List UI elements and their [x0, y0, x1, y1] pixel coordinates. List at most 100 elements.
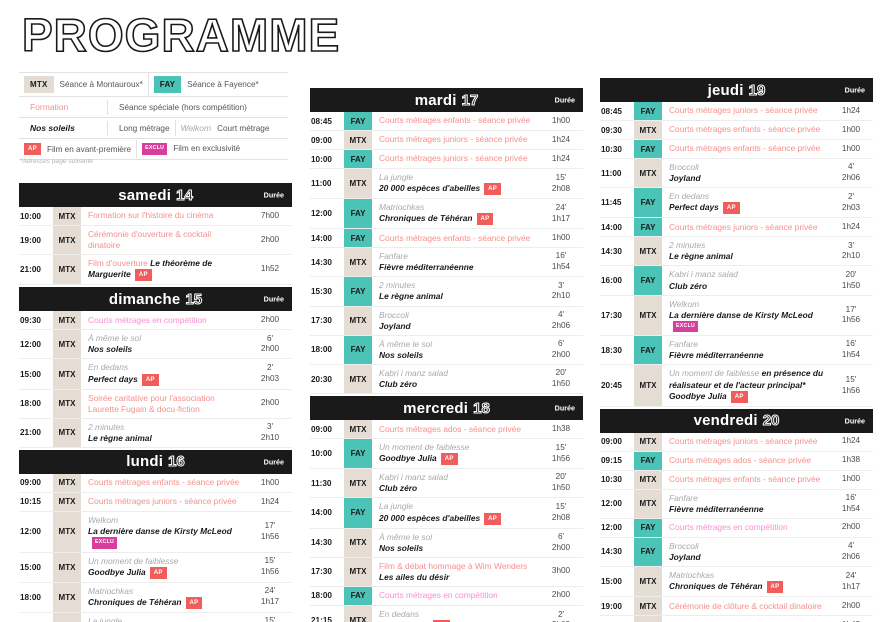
title-text: Broccoli — [669, 162, 699, 172]
session-duration: 1h24 — [248, 493, 292, 511]
session-venue: FAY — [344, 277, 372, 306]
duration-value: 2h00 — [841, 522, 861, 532]
duration-value: 1h54 — [841, 503, 861, 513]
title-text: Courts métrages en compétition — [379, 590, 498, 601]
session-venue: MTX — [53, 612, 81, 622]
badge-ap-icon: AP — [432, 619, 450, 622]
duration-value: 16' — [845, 339, 857, 349]
duration-value: 1h56 — [260, 567, 280, 577]
schedule-row[interactable]: 20:30 MTX Kabri i manz salad Club zéro 20' 1h… — [310, 364, 583, 395]
session-title-line: Broccoli — [379, 310, 534, 321]
schedule-row[interactable]: 09:00 MTX Courts métrages enfants - séance… — [19, 473, 292, 493]
schedule-row[interactable]: 10:30 MTX Courts métrages enfants - séance… — [600, 470, 873, 490]
session-title-line: La jungle — [379, 501, 534, 512]
session-venue: MTX — [53, 359, 81, 389]
schedule-row[interactable]: 15:00 MTX En dedans Perfect days AP 2' 2h03 — [19, 359, 292, 390]
schedule-row[interactable]: 12:00 FAY Courts métrages en compétition 2h… — [600, 518, 873, 538]
schedule-row[interactable]: 18:00 MTX Soirée caritative pour l'associa… — [19, 389, 292, 419]
session-titles: Kabri i manz salad Club zéro — [372, 469, 539, 497]
schedule-row[interactable]: 21:00 MTX Film d'ouverture Le théorème de … — [19, 255, 292, 286]
duration-value: 20' — [845, 269, 857, 279]
duration-value: 1h00 — [551, 115, 571, 125]
legend-text: Séance à Fayence* — [187, 80, 259, 89]
title-text: Le règne animal — [669, 251, 733, 262]
schedule-row[interactable]: 14:00 FAY Courts métrages enfants - séance… — [310, 229, 583, 249]
schedule-row[interactable]: 18:00 FAY Courts métrages en compétition 2h… — [310, 586, 583, 606]
schedule-row[interactable]: 10:00 FAY Un moment de faiblesse Goodbye Ju… — [310, 439, 583, 470]
schedule-row[interactable]: 14:30 FAY Broccoli Joyland 4' 2h06 — [600, 537, 873, 567]
schedule-row[interactable]: 11:00 MTX Broccoli Joyland 4' 2h06 — [600, 159, 873, 189]
schedule-row[interactable]: 09:15 FAY Courts métrages ados - séance pr… — [600, 451, 873, 471]
schedule-row[interactable]: 09:30 MTX Courts métrages enfants - séance… — [600, 121, 873, 140]
schedule-row[interactable]: 10:30 FAY Courts métrages enfants - séance… — [600, 140, 873, 159]
session-title-line: Goodbye Julia AP — [88, 566, 243, 579]
schedule-row[interactable]: 09:00 MTX Courts métrages juniors - séance… — [600, 432, 873, 452]
session-venue: MTX — [53, 492, 81, 511]
session-duration: 2'2h03 — [248, 359, 292, 388]
session-title-line: Courts métrages ados - séance privée — [379, 424, 534, 435]
schedule-row[interactable]: 14:30 MTX À même le sol Nos soleils 6' 2h00 — [310, 528, 583, 558]
schedule-row[interactable]: 19:00 MTX Cérémonie de clôture & cocktail … — [600, 597, 873, 617]
schedule-row[interactable]: 14:00 FAY Courts métrages juniors - séance… — [600, 218, 873, 238]
schedule-row[interactable]: 09:00 MTX Courts métrages juniors - séance… — [310, 131, 583, 150]
schedule-row[interactable]: 12:00 MTX Welkom La dernière danse de Kirst… — [19, 511, 292, 553]
schedule-row[interactable]: 15:00 MTX Un moment de faiblesse Goodbye Ju… — [19, 552, 292, 583]
session-titles: Courts métrages enfants - séance privée — [372, 229, 539, 247]
session-venue: MTX — [344, 169, 372, 199]
legend-cell: Long métrage — [107, 120, 175, 136]
schedule-row[interactable]: 18:30 FAY Fanfare Fièvre méditerranéenne 16'… — [600, 336, 873, 366]
schedule-row[interactable]: 11:30 MTX Kabri i manz salad Club zéro 20' 1h… — [310, 469, 583, 499]
session-venue: FAY — [344, 112, 372, 130]
schedule-row[interactable]: 12:00 MTX À même le sol Nos soleils 6' 2h00 — [19, 330, 292, 360]
schedule-row[interactable]: 09:30 MTX Courts métrages en compétition 2h… — [19, 311, 292, 331]
schedule-row[interactable]: 15:30 FAY 2 minutes Le règne animal 3' 2h10 — [310, 277, 583, 307]
schedule-row[interactable]: 19:00 MTX Cérémonie d'ouverture & cocktail… — [19, 226, 292, 256]
duration-value: 1h00 — [260, 477, 280, 487]
schedule-row[interactable]: 10:00 MTX Formation sur l'histoire du ciné… — [19, 207, 292, 226]
schedule-row[interactable]: 08:45 FAY Courts métrages enfants - séance… — [310, 112, 583, 131]
title-text: Perfect days — [379, 620, 429, 622]
session-title-line: Les ailes du désir — [379, 572, 534, 583]
day-header-dimanche: dimanche 15 Durée — [19, 287, 292, 312]
schedule-row[interactable]: 20:45 MTX Un moment de faiblesse en présen… — [600, 365, 873, 407]
day-number: 14 — [176, 186, 194, 204]
session-title-line: Chroniques de Téhéran AP — [88, 596, 243, 609]
title-text: Kabri i manz salad — [379, 367, 448, 378]
session-time: 09:30 — [20, 315, 41, 325]
schedule-row[interactable]: 12:00 FAY Matriochkas Chroniques de Téhéran… — [310, 199, 583, 230]
schedule-row[interactable]: 14:00 FAY La jungle 20 000 espèces d'abeill… — [310, 498, 583, 529]
schedule-row[interactable]: 09:00 MTX Courts métrages ados - séance pr… — [310, 420, 583, 440]
schedule-row[interactable]: 21:00 MTX 2 minutes Le règne animal 3' 2h10 — [19, 418, 292, 448]
title-text: En dedans — [88, 362, 129, 373]
schedule-row[interactable]: 14:30 MTX Fanfare Fièvre méditerranéenne 16'… — [310, 248, 583, 278]
schedule-row[interactable]: 18:00 MTX Matriochkas Chroniques de Téhéran… — [19, 582, 292, 613]
schedule-row[interactable]: 11:00 MTX La jungle 20 000 espèces d'abeill… — [310, 169, 583, 200]
schedule-row[interactable]: 15:00 MTX Matriochkas Chroniques de Téhéran… — [600, 566, 873, 598]
schedule-row[interactable]: 16:00 FAY Kabri i manz salad Club zéro 20' 1h… — [600, 266, 873, 296]
title-text: Kabri i manz salad — [669, 269, 738, 280]
schedule-row[interactable]: 17:30 MTX Welkom La dernière danse de Kirst… — [600, 295, 873, 337]
schedule-row[interactable]: 11:45 FAY En dedans Perfect days AP 2' 2h03 — [600, 188, 873, 219]
day-name: mercredi — [403, 399, 469, 417]
session-title-line: En dedans — [669, 191, 824, 202]
schedule-rows: 09:00 MTX Courts métrages enfants - séance… — [19, 473, 292, 622]
schedule-row[interactable]: 10:15 MTX Courts métrages juniors - séance… — [19, 492, 292, 512]
duration-value: 2h03 — [552, 620, 570, 622]
schedule-row[interactable]: 08:45 FAY Courts métrages juniors - séance… — [600, 102, 873, 121]
duration-column-header: Durée — [263, 294, 284, 304]
schedule-row[interactable]: 18:00 FAY À même le sol Nos soleils 6' 2h00 — [310, 335, 583, 365]
title-text: Broccoli — [669, 540, 699, 551]
schedule-row[interactable]: 14:30 MTX 2 minutes Le règne animal 3' 2h10 — [600, 237, 873, 267]
title-text: Courts métrages enfants - séance privée — [669, 143, 821, 154]
session-title-line: Matriochkas — [88, 586, 243, 597]
schedule-row[interactable]: 12:00 MTX Fanfare Fièvre méditerranéenne 16'… — [600, 489, 873, 519]
session-venue: MTX — [634, 616, 662, 622]
schedule-row[interactable]: 10:00 FAY Courts métrages juniors - séance… — [310, 150, 583, 169]
schedule-row[interactable]: 17:30 MTX Film & débat hommage à Wim Wende… — [310, 557, 583, 587]
schedule-row[interactable]: 17:30 MTX Broccoli Joyland 4' 2h06 — [310, 306, 583, 336]
title-text: Fanfare — [669, 339, 698, 350]
